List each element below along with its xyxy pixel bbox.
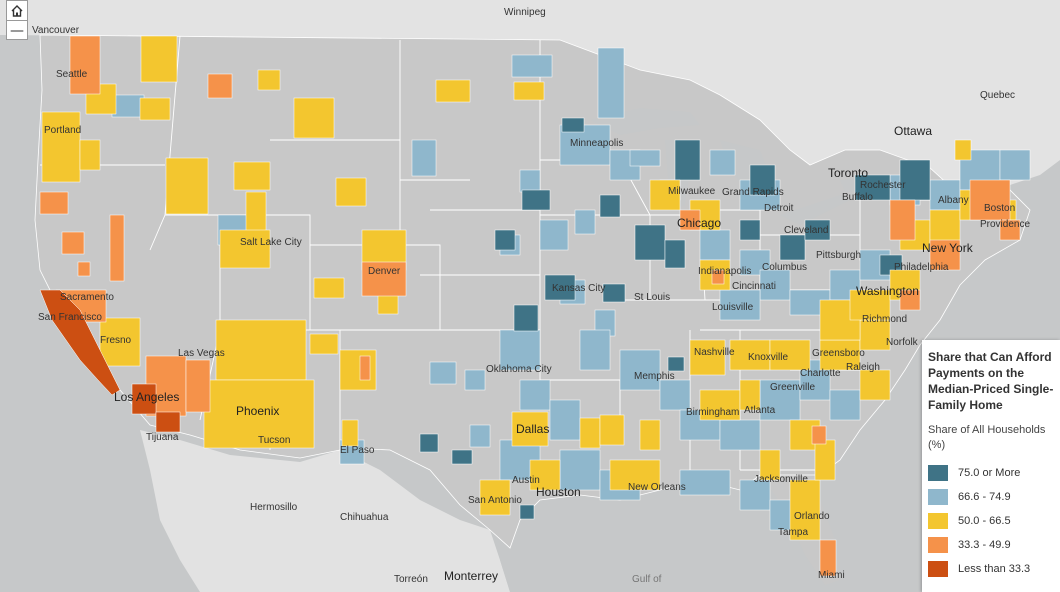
city-label: Miami <box>818 570 845 581</box>
legend-label: 75.0 or More <box>958 467 1021 479</box>
city-label: Milwaukee <box>668 186 716 197</box>
city-label: Philadelphia <box>894 262 949 273</box>
city-label: Louisville <box>712 302 754 313</box>
lake-erie <box>780 195 850 225</box>
city-label: Atlanta <box>744 405 776 416</box>
legend-item: 33.3 - 49.9 <box>928 533 1055 557</box>
legend-item: Less than 33.3 <box>928 557 1055 581</box>
city-label: Columbus <box>762 262 807 273</box>
city-label: New York <box>922 241 974 255</box>
city-label: San Antonio <box>468 495 522 506</box>
legend-swatch <box>928 489 948 505</box>
city-label: Portland <box>44 125 81 136</box>
city-label: New Orleans <box>628 482 686 493</box>
city-label: Los Angeles <box>114 390 179 404</box>
city-label: Gulf of <box>632 574 662 585</box>
city-label: Jacksonville <box>754 474 808 485</box>
city-label: Knoxville <box>748 352 788 363</box>
city-label: Hermosillo <box>250 502 298 513</box>
city-label: Memphis <box>634 371 675 382</box>
home-icon <box>11 5 23 17</box>
city-label: San Francisco <box>38 312 102 323</box>
city-label: Toronto <box>828 166 868 180</box>
city-label: Monterrey <box>444 569 498 583</box>
city-label: Raleigh <box>846 362 880 373</box>
legend-swatch <box>928 561 948 577</box>
city-label: Seattle <box>56 69 88 80</box>
city-label: Pittsburgh <box>816 250 861 261</box>
county-patches <box>39 35 1031 577</box>
legend-label: 33.3 - 49.9 <box>958 539 1011 551</box>
city-label: St Louis <box>634 292 670 303</box>
city-label: Tijuana <box>146 432 179 443</box>
city-label: Albany <box>938 195 969 206</box>
city-label: Kansas City <box>552 283 605 294</box>
city-label: Orlando <box>794 511 830 522</box>
zoom-out-button[interactable]: — <box>6 20 28 40</box>
legend-swatch <box>928 537 948 553</box>
city-label: Charlotte <box>800 368 841 379</box>
city-label: Cincinnati <box>732 281 776 292</box>
city-label: Norfolk <box>886 337 919 348</box>
city-labels: Winnipeg Vancouver Quebec Ottawa Toronto… <box>32 7 1030 585</box>
city-label: Providence <box>980 219 1030 230</box>
city-label: El Paso <box>340 445 375 456</box>
city-label: Tampa <box>778 527 808 538</box>
city-label: Nashville <box>694 347 735 358</box>
city-label: Vancouver <box>32 25 80 36</box>
city-label: Sacramento <box>60 292 114 303</box>
city-label: Greensboro <box>812 348 865 359</box>
city-label: Dallas <box>516 422 549 436</box>
city-label: Minneapolis <box>570 138 623 149</box>
legend-label: 50.0 - 66.5 <box>958 515 1011 527</box>
city-label: Phoenix <box>236 404 279 418</box>
city-label: Ottawa <box>894 124 932 138</box>
legend-title: Share that Can Afford Payments on the Me… <box>928 350 1054 412</box>
city-label: Oklahoma City <box>486 364 552 375</box>
city-label: Cleveland <box>784 225 828 236</box>
city-label: Washington <box>856 284 919 298</box>
legend-swatch <box>928 513 948 529</box>
city-label: Buffalo <box>842 192 873 203</box>
city-label: Las Vegas <box>178 348 225 359</box>
city-label: Salt Lake City <box>240 237 302 248</box>
city-label: Quebec <box>980 90 1015 101</box>
city-label: Boston <box>984 203 1015 214</box>
legend-label: Less than 33.3 <box>958 563 1031 575</box>
legend-panel: Share that Can Afford Payments on the Me… <box>922 340 1060 592</box>
city-label: Grand Rapids <box>722 187 784 198</box>
city-label: Winnipeg <box>504 7 546 18</box>
city-label: Birmingham <box>686 407 739 418</box>
city-label: Chihuahua <box>340 512 389 523</box>
city-label: Rochester <box>860 180 906 191</box>
city-label: Houston <box>536 485 581 499</box>
city-label: Chicago <box>677 216 721 230</box>
legend-subtitle: Share of All Households (%) <box>928 424 1046 451</box>
legend-label: 66.6 - 74.9 <box>958 491 1011 503</box>
city-label: Tucson <box>258 435 290 446</box>
city-label: Greenville <box>770 382 815 393</box>
legend-item: 75.0 or More <box>928 461 1055 485</box>
home-button[interactable] <box>6 0 28 20</box>
city-label: Torreón <box>394 574 428 585</box>
city-label: Denver <box>368 266 401 277</box>
city-label: Austin <box>512 475 540 486</box>
city-label: Indianapolis <box>698 266 751 277</box>
baja-land <box>150 440 250 592</box>
legend-swatch <box>928 465 948 481</box>
city-label: Fresno <box>100 335 132 346</box>
legend-item: 66.6 - 74.9 <box>928 485 1055 509</box>
legend-item: 50.0 - 66.5 <box>928 509 1055 533</box>
city-label: Richmond <box>862 314 907 325</box>
city-label: Detroit <box>764 203 794 214</box>
gulf-water <box>500 500 830 592</box>
